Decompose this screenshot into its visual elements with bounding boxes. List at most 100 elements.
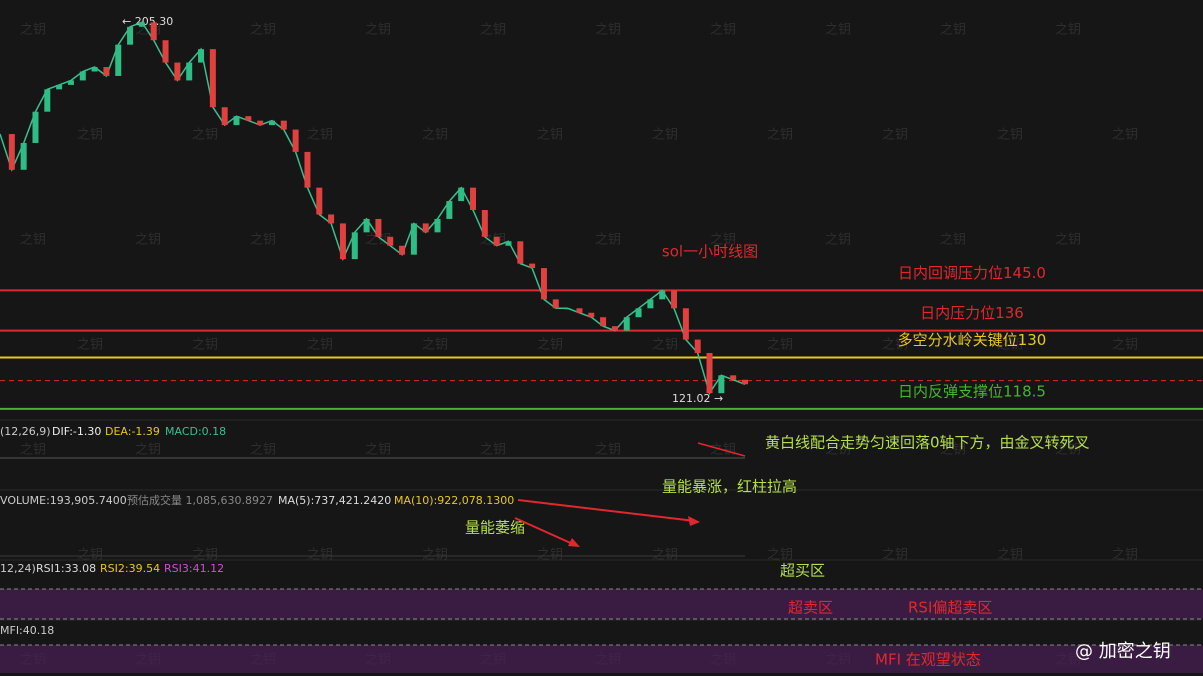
arrow-head xyxy=(688,516,700,526)
candle xyxy=(32,111,39,143)
macd-note: 黄白线配合走势匀速回落0轴下方，由金叉转死叉 xyxy=(765,434,1090,452)
rsi-band xyxy=(0,589,1203,619)
watermark: 之钥 xyxy=(422,338,448,353)
watermark: 之钥 xyxy=(767,338,793,353)
candle xyxy=(529,263,536,269)
watermark: 之钥 xyxy=(997,128,1023,143)
candle xyxy=(399,245,406,255)
candle xyxy=(588,312,595,318)
watermark: 之钥 xyxy=(422,128,448,143)
candle xyxy=(221,107,228,126)
watermark: 之钥 xyxy=(365,233,391,248)
candle xyxy=(434,218,441,233)
candle xyxy=(576,308,583,313)
candle xyxy=(245,116,252,121)
watermark: 之钥 xyxy=(20,233,46,248)
watermark: 之钥 xyxy=(307,338,333,353)
watermark: 之钥 xyxy=(595,23,621,38)
candle xyxy=(162,40,169,63)
watermark: 之钥 xyxy=(20,23,46,38)
candle xyxy=(552,299,559,309)
watermark: 之钥 xyxy=(1055,233,1081,248)
candle xyxy=(304,151,311,188)
watermark: 之钥 xyxy=(480,23,506,38)
candle xyxy=(505,241,512,246)
volume: VOLUME:193,905.7400 xyxy=(0,494,127,507)
watermark: 之钥 xyxy=(365,23,391,38)
level-label: 日内反弹支撑位118.5 xyxy=(898,382,1046,400)
candle xyxy=(115,44,122,76)
watermark: 之钥 xyxy=(1055,443,1081,458)
candle xyxy=(564,308,571,310)
macd-value: MACD:0.18 xyxy=(165,425,226,438)
watermark: 之钥 xyxy=(307,548,333,563)
candle xyxy=(44,89,51,112)
watermark: 之钥 xyxy=(825,23,851,38)
watermark: 之钥 xyxy=(77,128,103,143)
watermark: 之钥 xyxy=(767,128,793,143)
candle xyxy=(186,62,193,81)
candle xyxy=(718,375,725,394)
candle xyxy=(659,290,666,300)
candle xyxy=(150,22,157,41)
candle xyxy=(623,317,630,331)
watermark: 之钥 xyxy=(997,548,1023,563)
candle xyxy=(316,187,323,215)
watermark: 之钥 xyxy=(20,443,46,458)
candle xyxy=(328,214,335,224)
watermark: 之钥 xyxy=(595,443,621,458)
candle xyxy=(174,62,181,81)
candle xyxy=(600,317,607,327)
watermark: 之钥 xyxy=(940,233,966,248)
watermark: 之钥 xyxy=(250,443,276,458)
rsi-params: 12,24) xyxy=(0,562,36,575)
arrow xyxy=(517,499,696,522)
watermark: 之钥 xyxy=(480,443,506,458)
arrow-head xyxy=(568,538,580,547)
overbought-label: 超买区 xyxy=(780,562,825,580)
watermark: 之钥 xyxy=(882,338,908,353)
candle xyxy=(363,218,370,233)
oversold-label: 超卖区 xyxy=(788,599,833,617)
low-label: 121.02 → xyxy=(672,392,723,405)
watermark: 之钥 xyxy=(710,233,736,248)
watermark: 之钥 xyxy=(710,23,736,38)
candle xyxy=(635,308,642,318)
watermark: 之钥 xyxy=(825,443,851,458)
watermark: 之钥 xyxy=(1112,338,1138,353)
rsi3: RSI3:41.12 xyxy=(164,562,224,575)
watermark: 之钥 xyxy=(652,548,678,563)
watermark: 之钥 xyxy=(135,443,161,458)
watermark: 之钥 xyxy=(825,233,851,248)
watermark: 之钥 xyxy=(365,443,391,458)
volume-estimate: 预估成交量 1,085,630.8927 xyxy=(127,493,273,507)
candle xyxy=(694,339,701,353)
mfi-band xyxy=(0,645,1203,673)
candle xyxy=(339,223,346,260)
candle xyxy=(540,268,547,300)
watermark: 之钥 xyxy=(77,548,103,563)
rsi-note: RSI偏超卖区 xyxy=(908,599,992,617)
watermark: 之钥 xyxy=(192,128,218,143)
high-label: ← 205.30 xyxy=(122,15,173,28)
candle xyxy=(470,187,477,210)
candle xyxy=(209,49,216,108)
watermark: 之钥 xyxy=(422,548,448,563)
candle xyxy=(458,187,465,202)
rsi1: RSI1:33.08 xyxy=(36,562,96,575)
watermark: 之钥 xyxy=(997,338,1023,353)
candle xyxy=(481,210,488,237)
watermark: 之钥 xyxy=(1055,23,1081,38)
watermark: 之钥 xyxy=(135,233,161,248)
candle xyxy=(387,236,394,246)
candle xyxy=(493,236,500,246)
watermark: 之钥 xyxy=(940,443,966,458)
watermark: 之钥 xyxy=(77,338,103,353)
candle xyxy=(730,375,737,380)
candle xyxy=(67,80,74,85)
watermark: 之钥 xyxy=(882,548,908,563)
arrow xyxy=(514,517,576,546)
candle xyxy=(422,223,429,233)
